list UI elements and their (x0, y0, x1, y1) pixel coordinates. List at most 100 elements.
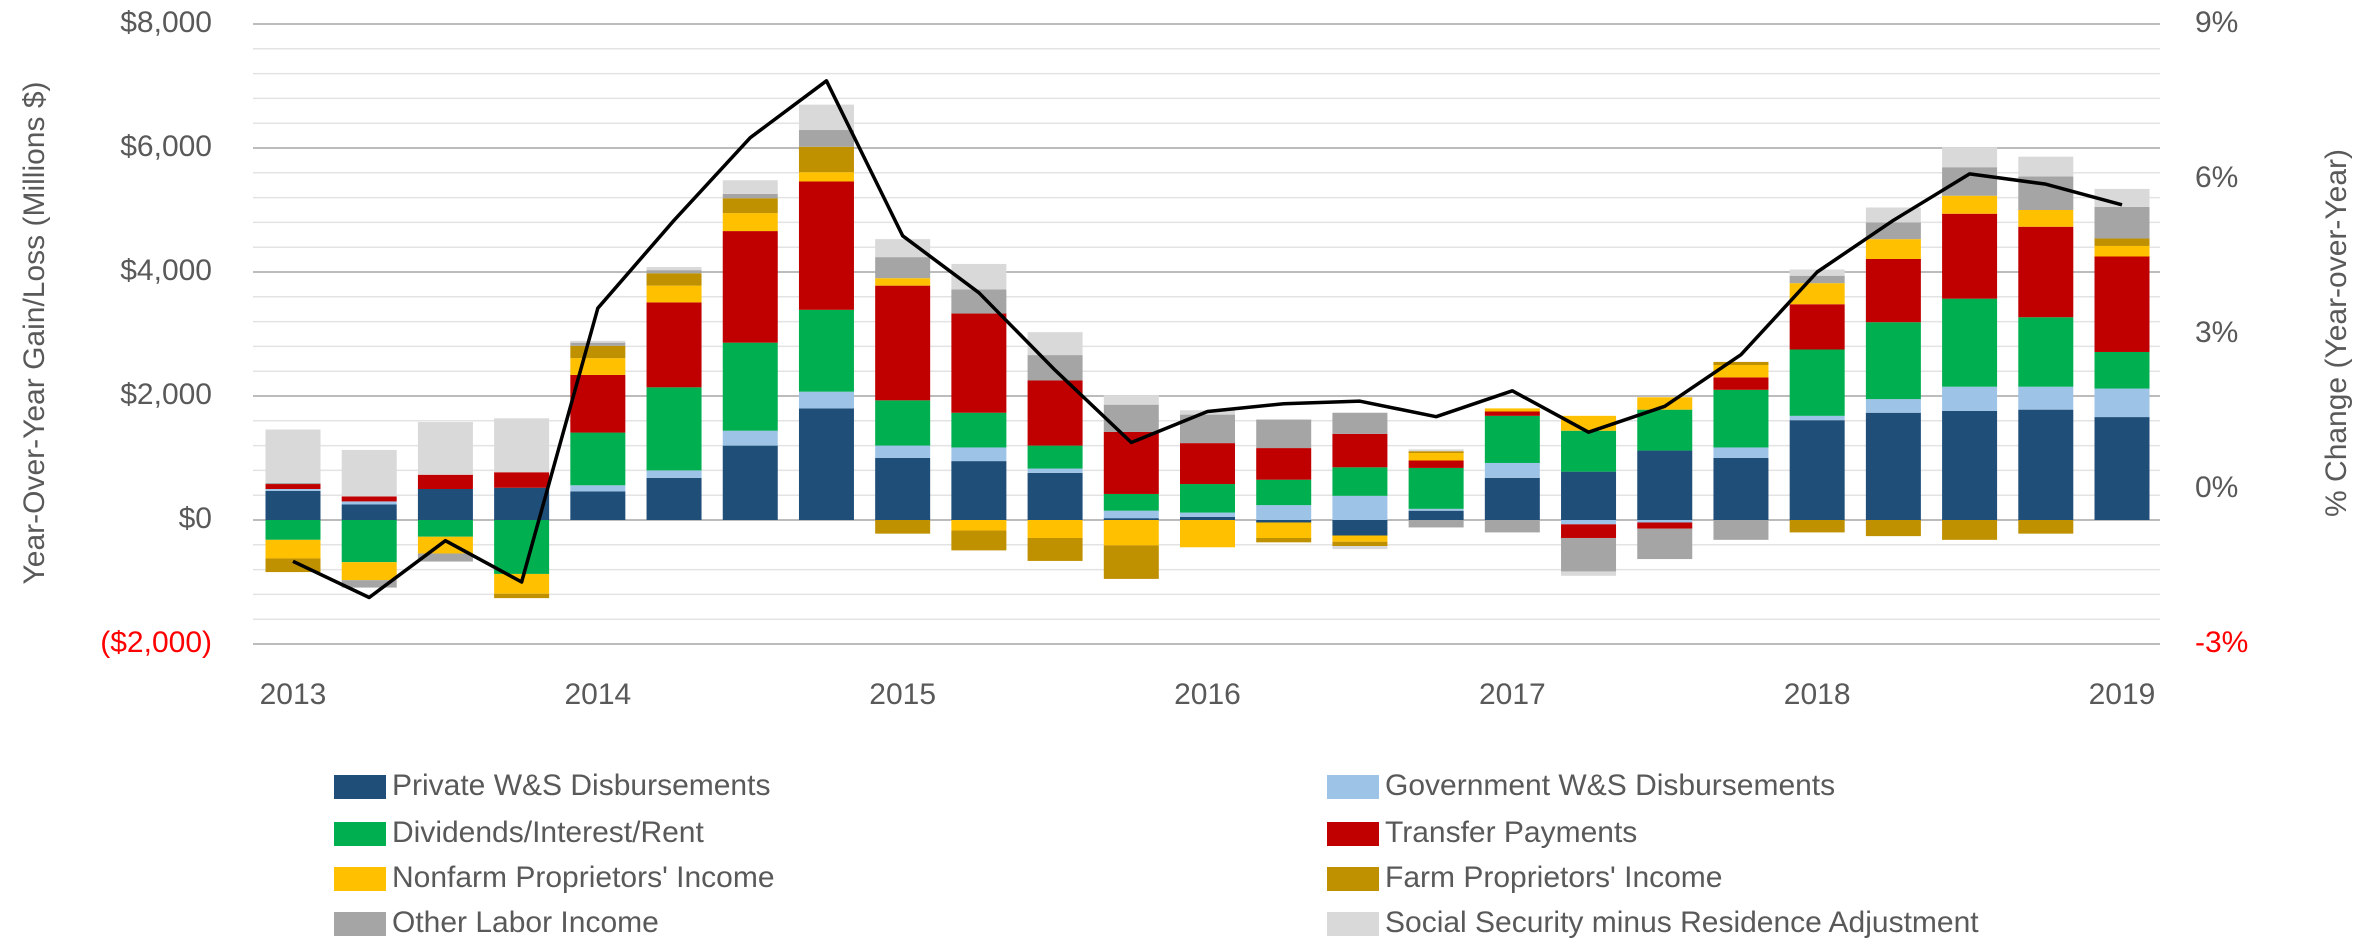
bar-segment (1256, 419, 1312, 449)
bar-segment (1027, 445, 1083, 469)
x-tick-label: 2015 (869, 678, 936, 711)
bar-segment (2094, 206, 2150, 239)
bar-segment (1561, 520, 1617, 525)
bar-segment (1103, 493, 1159, 511)
bar-segment (1789, 275, 1845, 284)
bar-segment (951, 263, 1007, 290)
bar-segment (1408, 510, 1464, 520)
bar-segment (2094, 388, 2150, 418)
bar-segment (417, 553, 473, 562)
bar-segment (1789, 415, 1845, 421)
bar-segment (1408, 453, 1464, 461)
legend-swatch (1327, 867, 1379, 891)
bar-segment (265, 482, 321, 485)
x-tick-label: 2017 (1479, 678, 1546, 711)
bars (265, 104, 2150, 599)
bar-segment (1484, 408, 1540, 412)
bar-segment (646, 387, 702, 471)
bar-segment (1789, 520, 1845, 533)
bar-segment (265, 429, 321, 483)
bar-segment (1256, 448, 1312, 480)
bar-segment (341, 520, 397, 563)
bar-segment (722, 213, 778, 232)
bar-segment (798, 130, 854, 147)
bar-segment (1637, 528, 1693, 560)
bar-segment (265, 520, 321, 540)
legend-label: Transfer Payments (1385, 816, 1637, 849)
bar-segment (494, 520, 550, 574)
x-tick-label: 2013 (260, 678, 327, 711)
bar-segment (1484, 462, 1540, 478)
bar-segment (1942, 167, 1998, 196)
y2-tick-label: -3% (2195, 626, 2248, 659)
bar-segment (1027, 332, 1083, 356)
bar-segment (1561, 471, 1617, 520)
bar-segment (1332, 541, 1388, 547)
bar-segment (951, 530, 1007, 551)
bar-segment (1408, 508, 1464, 511)
bar-segment (1561, 571, 1617, 576)
bar-segment (1180, 484, 1235, 513)
bar-segment (875, 445, 931, 458)
bar-segment (722, 342, 778, 431)
bar-segment (646, 477, 702, 520)
bar-segment (1332, 520, 1388, 536)
bar-segment (1561, 524, 1617, 538)
bar-segment (2018, 409, 2074, 520)
bar-segment (494, 573, 550, 594)
bar-segment (1180, 443, 1235, 485)
bar-segment (1713, 458, 1769, 520)
bar-segment (1408, 451, 1464, 454)
bar-segment (798, 309, 854, 392)
x-tick-label: 2018 (1784, 678, 1851, 711)
bar-segment (875, 520, 931, 534)
y-tick-label: $4,000 (120, 254, 212, 287)
bar-segment (951, 313, 1007, 413)
bar-segment (1103, 510, 1159, 519)
bar-segment (1256, 522, 1312, 538)
bar-segment (1332, 546, 1388, 550)
bar-segment (1180, 520, 1235, 548)
bar-segment (1865, 322, 1921, 400)
bar-segment (341, 562, 397, 581)
legend: Private W&S Disbursements Government W&S … (334, 769, 1979, 939)
bar-segment (951, 412, 1007, 448)
bar-segment (1408, 460, 1464, 468)
bar-segment (570, 485, 626, 492)
bar-segment (1332, 433, 1388, 468)
bar-segment (570, 491, 626, 520)
bar-segment (1789, 349, 1845, 416)
y-tick-label: $0 (179, 502, 212, 535)
bar-segment (1637, 522, 1693, 529)
bar-segment (646, 267, 702, 271)
y2-tick-label: 0% (2195, 471, 2238, 504)
bar-segment (1484, 411, 1540, 416)
bar-segment (1942, 520, 1998, 540)
bar-segment (1484, 520, 1540, 533)
bar-segment (2094, 238, 2150, 246)
bar-segment (875, 285, 931, 401)
bar-segment (341, 501, 397, 505)
bar-segment (1637, 450, 1693, 520)
bar-segment (1408, 520, 1464, 528)
bar-segment (722, 180, 778, 194)
bar-segment (646, 470, 702, 478)
bar-segment (1027, 520, 1083, 538)
bar-segment (417, 489, 473, 520)
y-tick-label: $8,000 (120, 6, 212, 39)
bar-segment (570, 345, 626, 359)
bar-segment (1408, 467, 1464, 509)
bar-segment (951, 461, 1007, 520)
bar-segment (1103, 404, 1159, 432)
y2-tick-label: 3% (2195, 316, 2238, 349)
bar-segment (1865, 412, 1921, 520)
bar-segment (341, 449, 397, 497)
bar-segment (798, 146, 854, 173)
bar-segment (2018, 520, 2074, 534)
bar-segment (1027, 537, 1083, 561)
bar-segment (2018, 156, 2074, 177)
bar-segment (875, 257, 931, 279)
bar-segment (1942, 195, 1998, 214)
bar-segment (1865, 258, 1921, 323)
